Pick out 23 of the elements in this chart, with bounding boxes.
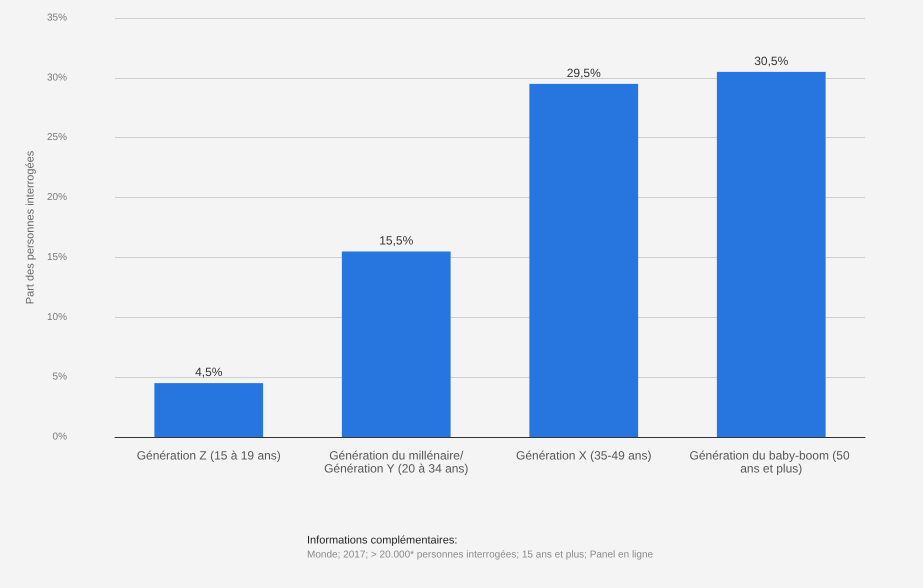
x-tick-label: Génération du baby-boom (50 ans et plus) xyxy=(690,448,853,476)
data-label: 15,5% xyxy=(379,233,414,248)
y-tick-label: 10% xyxy=(46,312,68,323)
y-axis-title: Part des personnes interrogées xyxy=(24,150,37,304)
y-tick-label: 15% xyxy=(46,252,68,263)
bar xyxy=(529,84,638,437)
y-tick-label: 20% xyxy=(46,192,68,204)
y-tick-label: 30% xyxy=(46,72,68,84)
y-tick-label: 0% xyxy=(52,432,68,442)
text: Monde; 2017; > 20.000* personnes interrogées; 15 ans et plus; Panel en ligne xyxy=(307,550,654,560)
data-label: 4,5% xyxy=(195,365,223,380)
bar xyxy=(342,251,451,437)
text: Informations complémentaires: xyxy=(307,534,458,546)
x-tick-label: Génération du millénaire/Génération Y (20 à 34 ans) xyxy=(324,448,468,476)
y-tick-label: 35% xyxy=(46,12,68,24)
bar xyxy=(154,383,264,437)
y-tick-label: 5% xyxy=(52,372,68,383)
data-label: 30,5% xyxy=(754,54,789,68)
data-label: 29,5% xyxy=(566,66,602,80)
y-tick-label: 25% xyxy=(46,132,68,144)
bar xyxy=(716,72,826,437)
x-tick-label: Génération X (35-49 ans) xyxy=(516,448,652,462)
x-tick-label: Génération Z (15 à 19 ans) xyxy=(136,448,281,462)
